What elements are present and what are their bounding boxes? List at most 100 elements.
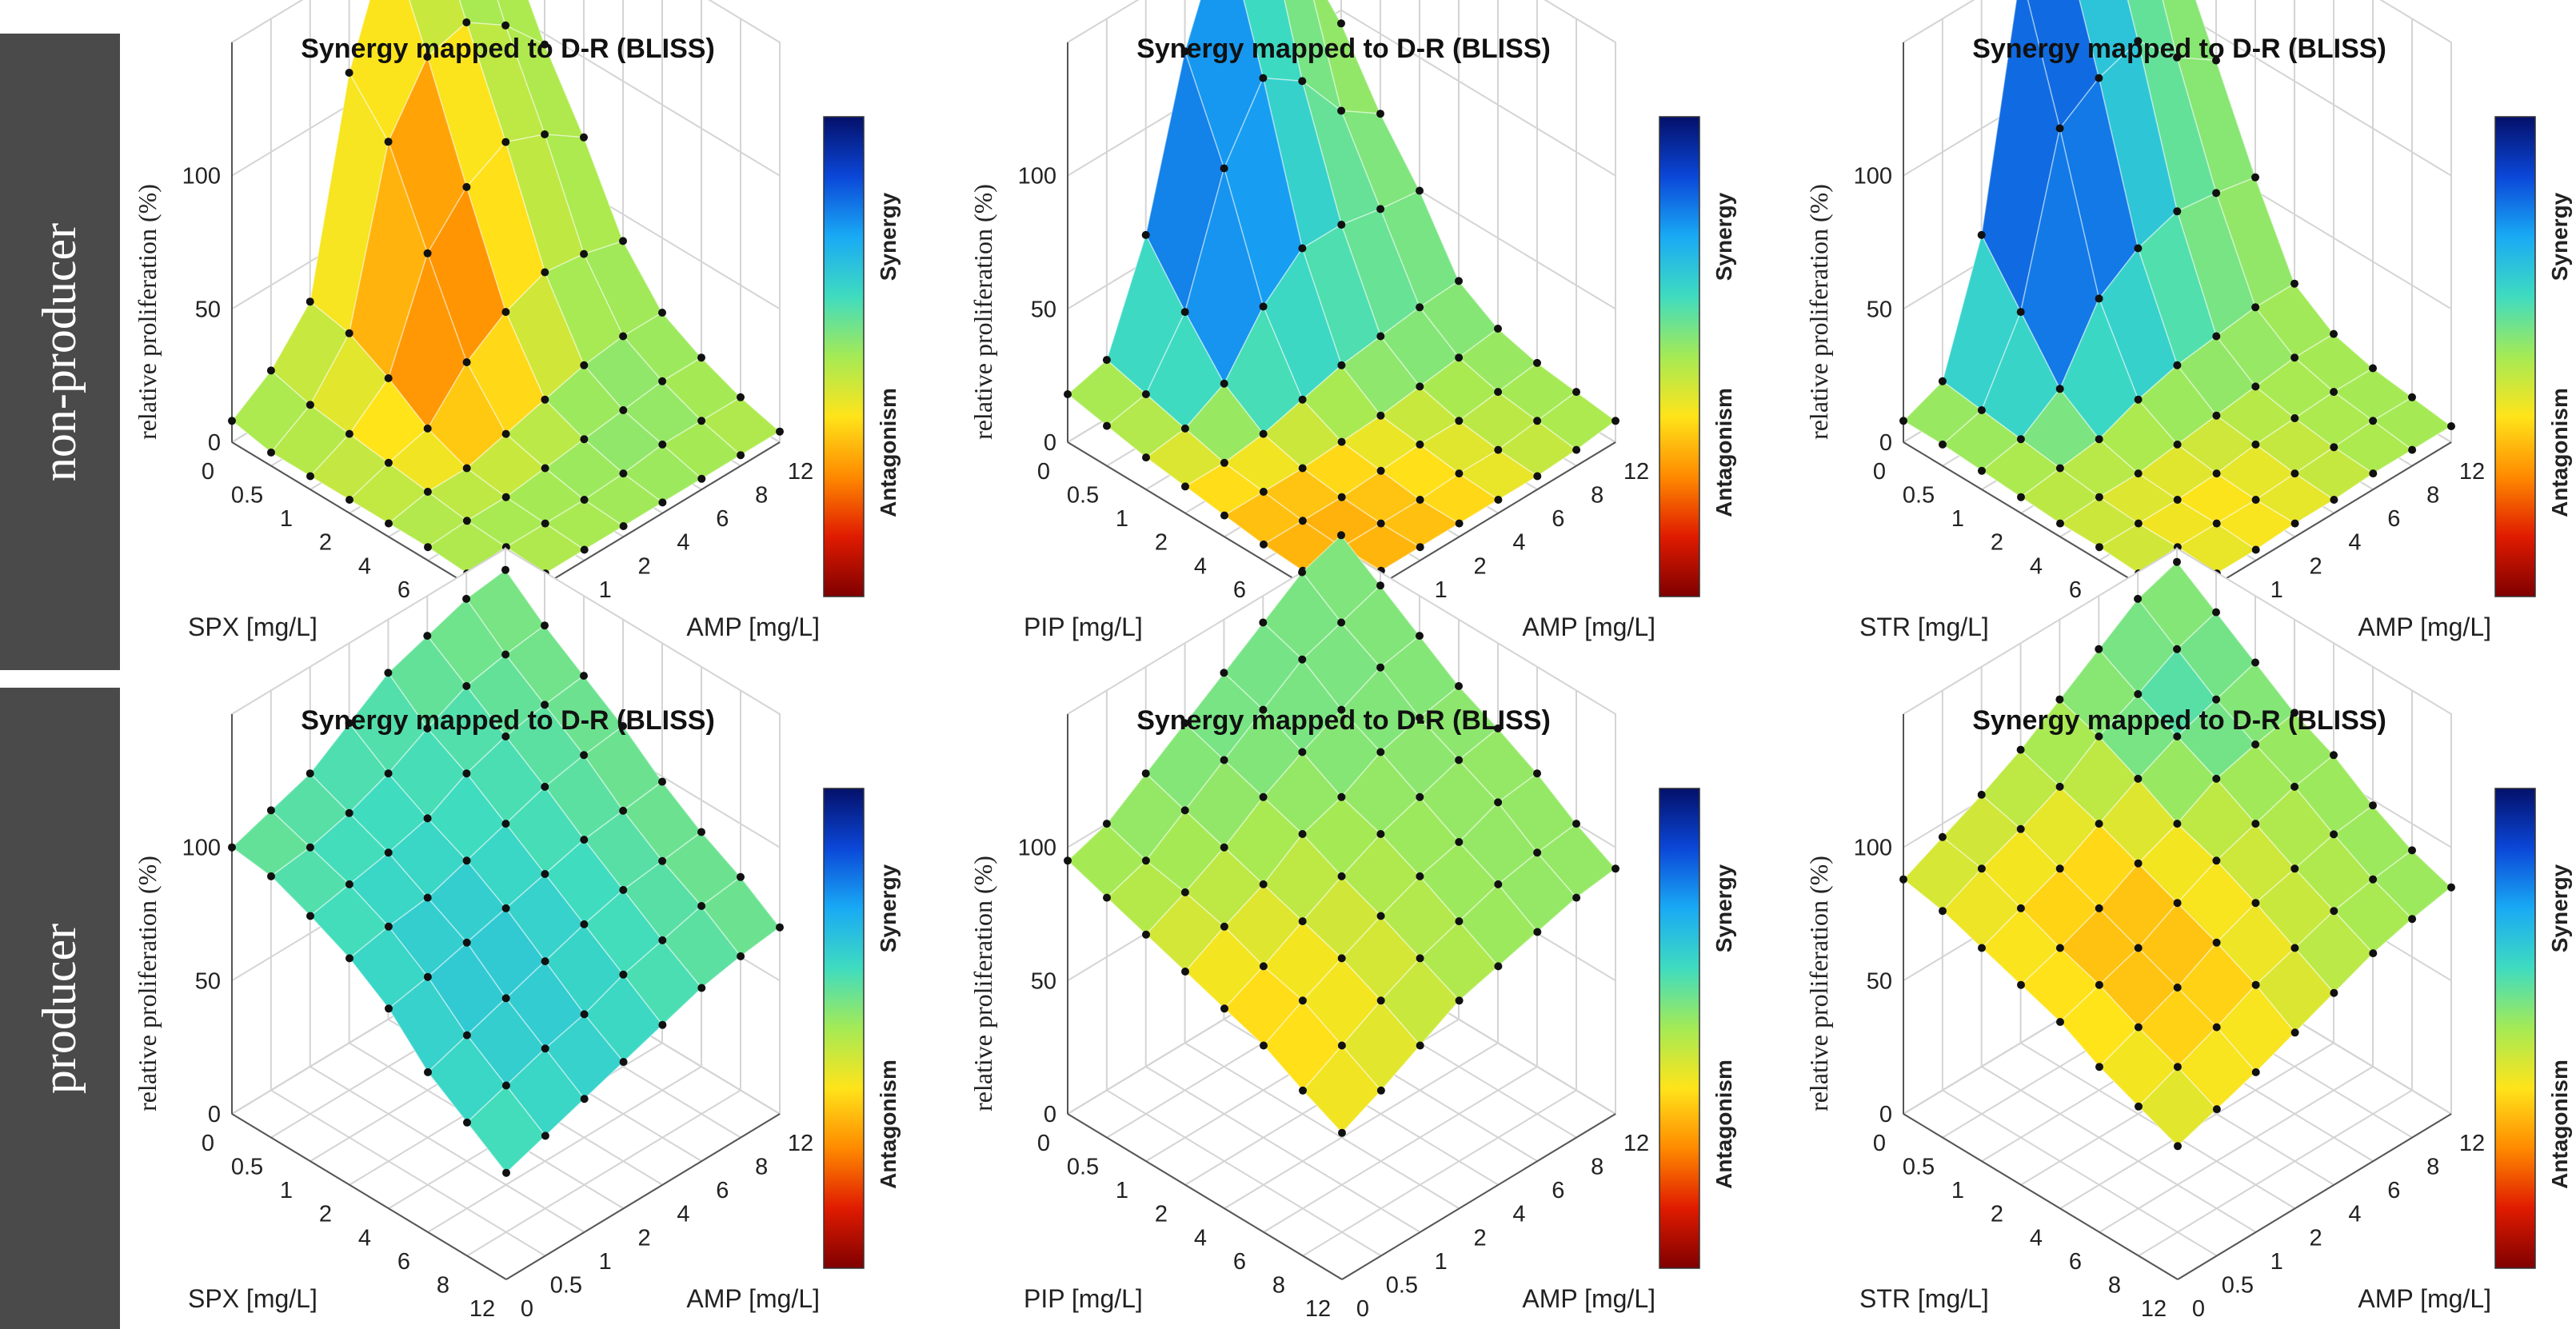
data-point <box>424 543 432 552</box>
data-point <box>1376 110 1384 118</box>
data-point <box>228 417 236 425</box>
data-point <box>1494 325 1502 333</box>
data-point <box>1141 230 1150 239</box>
colorbar-synergy-label: Synergy <box>2547 864 2572 952</box>
y-axis-line <box>505 1113 781 1280</box>
data-point <box>384 848 393 857</box>
x-tick-label: 6 <box>397 577 410 603</box>
data-point <box>345 719 353 728</box>
x-tick-label: 8 <box>2108 1272 2121 1298</box>
data-point <box>1455 353 1464 362</box>
data-point <box>2251 658 2259 667</box>
data-point <box>2251 980 2260 989</box>
x-tick-label: 2 <box>1155 530 1168 556</box>
data-point <box>1259 792 1268 801</box>
data-point <box>2095 820 2103 828</box>
data-point <box>1376 519 1385 528</box>
data-point <box>462 464 471 473</box>
data-point <box>1977 230 1986 239</box>
data-point <box>1220 922 1228 931</box>
y-axis-line <box>1341 1113 1616 1280</box>
floor-gridline <box>1106 1089 1382 1257</box>
data-point <box>2251 820 2260 828</box>
data-point <box>1298 464 1307 473</box>
y-tick-label: 12 <box>2459 1131 2485 1156</box>
data-point <box>2055 464 2064 473</box>
data-point <box>2290 1028 2299 1037</box>
data-point <box>1416 303 1424 312</box>
x-axis-label: SPX [mg/L] <box>188 1284 318 1313</box>
y-tick-label: 2 <box>1474 1225 1487 1251</box>
data-point <box>2290 519 2299 528</box>
data-point <box>385 519 393 528</box>
data-point <box>580 435 589 444</box>
data-point <box>2212 856 2221 865</box>
data-point <box>1141 856 1150 865</box>
data-point <box>1455 756 1464 764</box>
data-point <box>384 458 393 467</box>
colorbar <box>2494 116 2536 597</box>
x-tick-label: 1 <box>1116 506 1128 532</box>
data-point <box>1494 496 1503 504</box>
y-tick-label: 0 <box>1356 1296 1369 1322</box>
y-tick-label: 4 <box>677 1202 689 1227</box>
data-point <box>2134 594 2143 603</box>
x-tick-label: 0 <box>1037 459 1050 485</box>
z-tick-label: 0 <box>208 430 221 456</box>
data-point <box>1376 996 1385 1005</box>
data-point <box>2212 774 2221 783</box>
z-gridline <box>1067 9 1616 177</box>
chart-title: Synergy mapped to D-R (BLISS) <box>301 705 715 736</box>
x-axis-label: STR [mg/L] <box>1859 613 1989 641</box>
x-axis-label: PIP [mg/L] <box>1024 613 1143 641</box>
data-point <box>1102 820 1111 828</box>
data-point <box>2408 915 2417 924</box>
data-point <box>1572 388 1580 397</box>
data-point <box>1064 856 1072 865</box>
data-point <box>2173 732 2182 740</box>
data-point <box>1180 806 1189 815</box>
x-tick-label: 1 <box>280 506 293 532</box>
data-point <box>697 828 705 836</box>
data-point <box>1977 406 1986 414</box>
data-point <box>1181 968 1189 976</box>
y-tick-label: 4 <box>1512 530 1525 556</box>
data-point <box>2134 690 2143 698</box>
data-point <box>2134 944 2143 952</box>
y-tick-label: 4 <box>2348 530 2361 556</box>
data-point <box>462 594 471 603</box>
data-point <box>580 545 589 554</box>
data-point <box>501 429 510 438</box>
data-point <box>1180 308 1189 317</box>
data-point <box>2095 493 2103 501</box>
data-point <box>384 374 393 382</box>
data-point <box>1572 820 1580 828</box>
data-point <box>658 936 667 944</box>
data-point <box>1376 411 1385 420</box>
data-point <box>1939 907 1947 916</box>
x-tick-label: 6 <box>1233 577 1246 603</box>
data-point <box>1220 1004 1228 1013</box>
data-point <box>2173 53 2182 62</box>
data-point <box>1416 713 1424 722</box>
data-point <box>1494 445 1503 454</box>
data-point <box>2290 864 2299 873</box>
data-point <box>2095 435 2103 444</box>
data-point <box>1337 19 1345 28</box>
x-tick-label: 4 <box>1194 1225 1207 1251</box>
z-axis-label: relative proliferation (%) <box>968 184 997 440</box>
colorbar-antagonism-label: Antagonism <box>1711 388 1736 517</box>
data-point <box>1977 864 1986 873</box>
data-point <box>1611 864 1619 873</box>
y-tick-label: 0 <box>2192 1296 2205 1322</box>
data-point <box>2055 864 2064 873</box>
row-label-box-non-producer: non-producer <box>0 34 120 670</box>
chart-title: Synergy mapped to D-R (BLISS) <box>1972 705 2386 736</box>
data-point <box>1337 437 1346 446</box>
data-point <box>541 621 549 630</box>
data-point <box>1337 705 1346 714</box>
data-point <box>2055 385 2064 393</box>
data-point <box>423 488 432 496</box>
data-point <box>2212 1023 2221 1032</box>
